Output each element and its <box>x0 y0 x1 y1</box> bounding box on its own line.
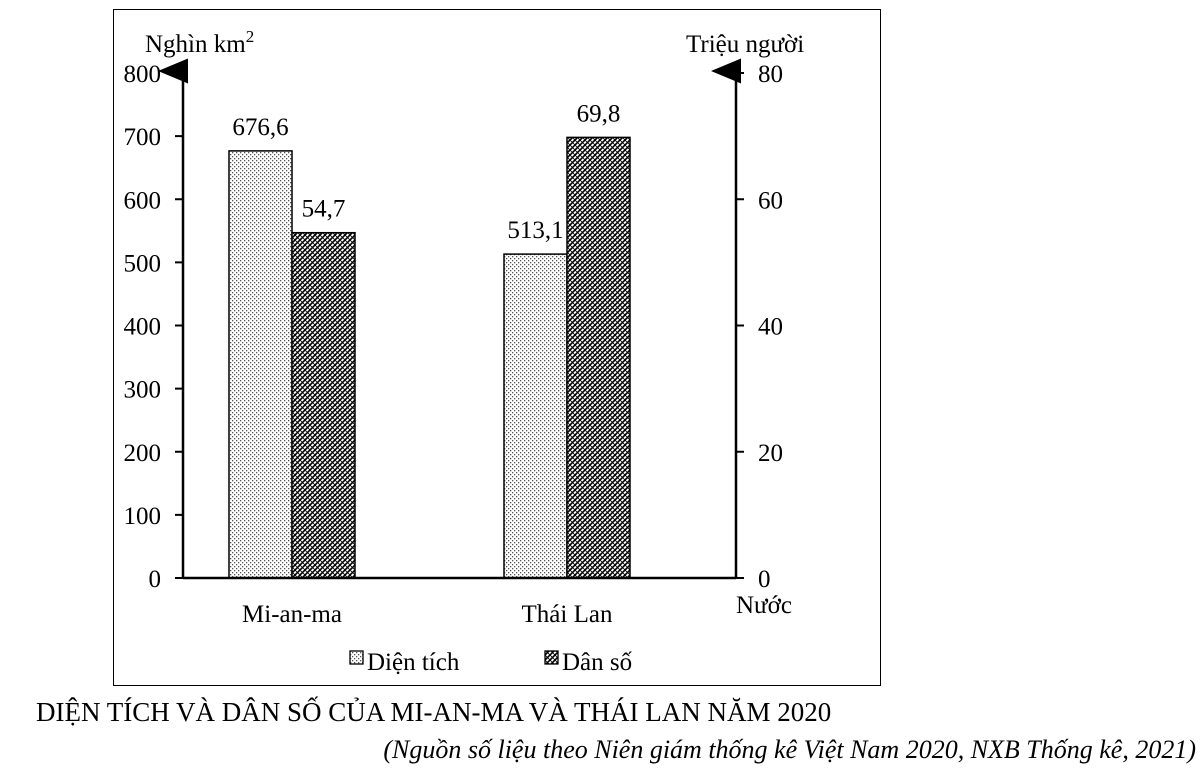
left-tick-label: 400 <box>124 314 162 341</box>
right-tick-label: 20 <box>758 440 783 467</box>
left-tick-label: 300 <box>124 377 162 404</box>
chart-frame <box>113 9 881 686</box>
x-axis-title: Nước <box>736 592 792 619</box>
data-label: 513,1 <box>507 217 563 244</box>
right-axis-title: Triệu người <box>686 31 804 58</box>
legend-swatch-population <box>544 650 559 665</box>
right-tick-label: 80 <box>758 61 783 88</box>
left-tick-label: 700 <box>124 124 162 151</box>
left-tick-label: 800 <box>124 61 162 88</box>
left-axis-title: Nghìn km2 <box>145 27 254 58</box>
data-label: 54,7 <box>302 196 346 223</box>
x-tick-label: Mi-an-ma <box>242 601 342 628</box>
legend-label-area: Diện tích <box>367 649 460 676</box>
bar-area-mi-an-ma <box>228 150 293 579</box>
left-tick-label: 100 <box>124 503 162 530</box>
left-axis-title-superscript: 2 <box>246 27 255 46</box>
chart-caption-source: (Nguồn số liệu theo Niên giám thống kê V… <box>383 735 1196 764</box>
legend-swatch-area <box>349 650 364 665</box>
left-tick-label: 0 <box>149 566 162 593</box>
left-tick-label: 500 <box>124 250 162 277</box>
bar-population-mi-an-ma <box>291 231 356 579</box>
bar-population-thai-lan <box>566 136 631 579</box>
right-tick-label: 40 <box>758 314 783 341</box>
chart-caption-title: DIỆN TÍCH VÀ DÂN SỐ CỦA MI-AN-MA VÀ THÁI… <box>36 697 832 727</box>
left-tick-label: 200 <box>124 440 162 467</box>
right-tick-label: 60 <box>758 187 783 214</box>
legend-label-population: Dân số <box>562 649 633 676</box>
data-label: 69,8 <box>577 100 621 127</box>
left-tick-label: 600 <box>124 187 162 214</box>
right-tick-label: 0 <box>758 566 771 593</box>
data-label: 676,6 <box>232 114 288 141</box>
x-tick-label: Thái Lan <box>522 601 613 628</box>
bar-area-thai-lan <box>503 253 568 579</box>
